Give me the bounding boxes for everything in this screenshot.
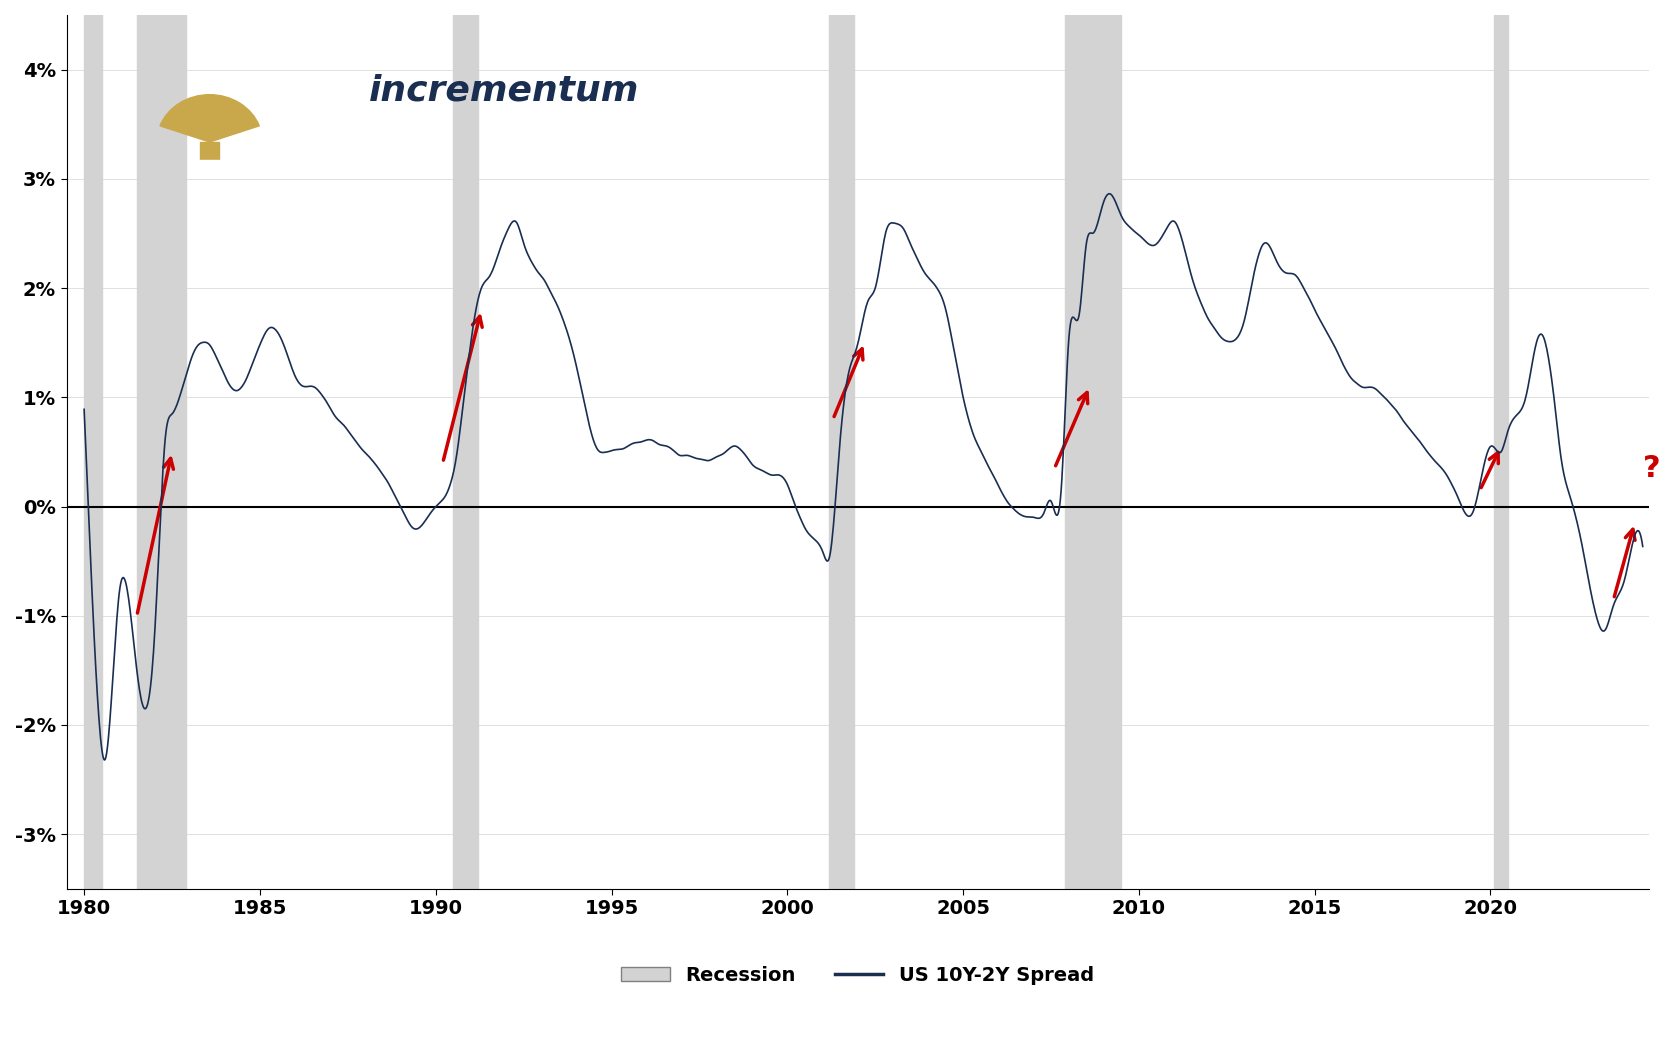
Bar [1065,15,1122,889]
Text: incrementum: incrementum [369,74,639,107]
Bar [191,160,226,168]
Bar [200,142,220,168]
Bar [1494,15,1508,889]
Bar [138,15,186,889]
Legend: Recession, US 10Y-2Y Spread: Recession, US 10Y-2Y Spread [614,958,1102,993]
Bar [830,15,854,889]
Bar [84,15,102,889]
Bar [453,15,478,889]
Wedge shape [159,95,260,142]
Text: ?: ? [1643,453,1660,483]
